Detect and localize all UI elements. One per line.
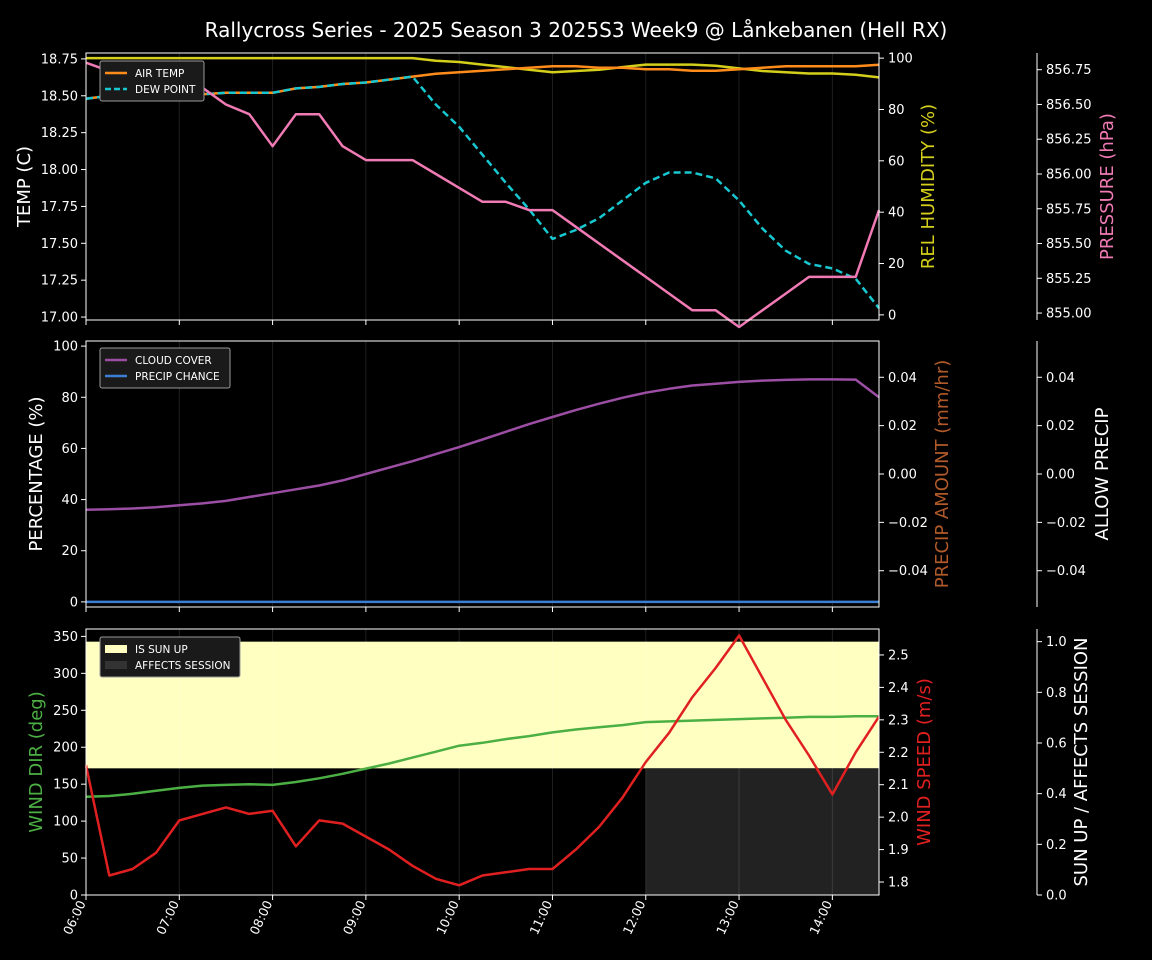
humidity-axis-tick-label: 100 [888,52,913,67]
percentage-axis-tick-label: 40 [61,493,78,508]
sun-axis-tick-label: 0.2 [1046,838,1067,853]
allow-precip-axis-tick-label: −0.02 [1046,516,1086,531]
percentage-axis-label: PERCENTAGE (%) [26,396,47,551]
humidity-axis-tick-label: 0 [888,308,896,323]
wind-speed-axis-tick-label: 2.2 [888,746,909,761]
sun-axis-tick-label: 1.0 [1046,635,1067,650]
plot-frame [85,628,880,896]
legend: AIR TEMP DEW POINT [99,60,205,102]
wind-speed-axis-tick-label: 1.8 [888,876,909,891]
pressure-axis-tick-label: 856.00 [1046,167,1092,182]
legend: IS SUN UP AFFECTS SESSION [99,636,241,678]
wind-speed-axis-tick-label: 2.4 [888,681,909,696]
sun-axis-tick-label: 0.0 [1046,889,1067,904]
legend-label: CLOUD COVER [135,355,212,367]
humidity-axis-label: REL HUMIDITY (%) [918,104,939,269]
wind-speed-axis-tick-label: 2.5 [888,648,909,663]
temp-axis-tick-label: 18.25 [41,126,78,141]
sun-axis-tick-label: 0.4 [1046,787,1067,802]
temp-axis-tick-label: 17.75 [41,200,78,215]
legend: CLOUD COVER PRECIP CHANCE [99,347,231,389]
percentage-axis-tick-label: 0 [70,595,78,610]
wind-speed-line [84,634,881,887]
allow-precip-axis-label: ALLOW PRECIP [1092,407,1113,540]
chart-title: Rallycross Series - 2025 Season 3 2025S3… [205,18,948,42]
humidity-axis-tick-label: 80 [888,103,905,118]
legend-swatch [105,645,127,653]
allow-precip-axis-tick-label: 0.02 [1046,419,1075,434]
humidity-axis-tick-label: 20 [888,257,905,272]
wind-speed-axis-label: WIND SPEED (m/s) [914,678,935,846]
pressure-axis-tick-label: 856.50 [1046,98,1092,113]
humidity-axis-tick-label: 60 [888,154,905,169]
wind-speed-axis-tick-label: 2.1 [888,778,909,793]
dew-point-line [85,75,880,309]
legend-box [99,347,231,389]
temp-axis-tick-label: 18.50 [41,89,78,104]
percentage-axis-tick-label: 80 [61,391,78,406]
pressure-axis-tick-label: 856.25 [1046,133,1092,148]
allow-precip-axis-tick-label: 0.00 [1046,468,1075,483]
temp-axis-tick-label: 17.50 [41,237,78,252]
humidity-axis-tick-label: 40 [888,206,905,221]
legend-swatch [105,661,127,669]
plot-frame [85,52,880,321]
affects-session-area [645,768,879,895]
legend-label: AFFECTS SESSION [135,660,231,672]
wind-speed-axis-tick-label: 2.0 [888,811,909,826]
legend-box [99,636,241,678]
legend-label: AIR TEMP [135,68,184,80]
wind-dir-axis-tick-label: 300 [53,667,78,682]
legend-label: PRECIP CHANCE [135,371,220,383]
pressure-axis-tick-label: 855.75 [1046,202,1092,217]
allow-precip-axis-tick-label: 0.04 [1046,371,1075,386]
wind-dir-line [85,714,879,798]
precip-amount-axis-tick-label: −0.02 [888,516,928,531]
legend-label: IS SUN UP [135,644,188,656]
percentage-axis-tick-label: 60 [61,442,78,457]
temp-axis-tick-label: 17.00 [41,311,78,326]
wind-dir-axis-tick-label: 150 [53,778,78,793]
precip-amount-axis-tick-label: 0.04 [888,371,917,386]
wind-dir-axis-tick-label: 200 [53,741,78,756]
wind-speed-axis-tick-label: 2.3 [888,713,909,728]
pressure-axis-tick-label: 856.75 [1046,63,1092,78]
sun-axis-label: SUN UP / AFFECTS SESSION [1071,637,1092,886]
wind-dir-axis-tick-label: 250 [53,704,78,719]
allow-precip-axis-tick-label: −0.04 [1046,564,1086,579]
wind-speed-axis-tick-label: 1.9 [888,843,909,858]
percentage-axis-tick-label: 20 [61,544,78,559]
plot-panels: 17.00 17.25 17.50 17.75 18.00 18.25 18.50 18.75… [14,52,1118,937]
sun-axis-tick-label: 0.8 [1046,686,1067,701]
legend-box [99,60,205,102]
precip-amount-axis-tick-label: 0.02 [888,419,917,434]
wind-dir-axis-label: WIND DIR (deg) [26,691,47,833]
pressure-axis-tick-label: 855.25 [1046,272,1092,287]
temp-axis-label: TEMP (C) [14,146,35,228]
pressure-axis-tick-label: 855.00 [1046,307,1092,322]
pressure-axis-tick-label: 855.50 [1046,237,1092,252]
wind-dir-axis-tick-label: 50 [61,852,78,867]
pressure-line [85,61,881,329]
percentage-axis-tick-label: 100 [53,340,78,355]
wind-dir-axis-tick-label: 100 [53,815,78,830]
sun-axis-tick-label: 0.6 [1046,737,1067,752]
legend-label: DEW POINT [135,84,196,96]
precip-amount-axis-tick-label: 0.00 [888,468,917,483]
cloud-cover-line [85,378,880,512]
wind-dir-axis-tick-label: 0 [70,889,78,904]
temp-axis-tick-label: 18.75 [41,52,78,67]
wind-dir-axis-tick-label: 350 [53,630,78,645]
temp-axis-tick-label: 17.25 [41,274,78,289]
temp-axis-tick-label: 18.00 [41,163,78,178]
pressure-axis-label: PRESSURE (hPa) [1097,113,1118,260]
precip-amount-axis-label: PRECIP AMOUNT (mm/hr) [932,360,953,589]
precip-amount-axis-tick-label: −0.04 [888,564,928,579]
